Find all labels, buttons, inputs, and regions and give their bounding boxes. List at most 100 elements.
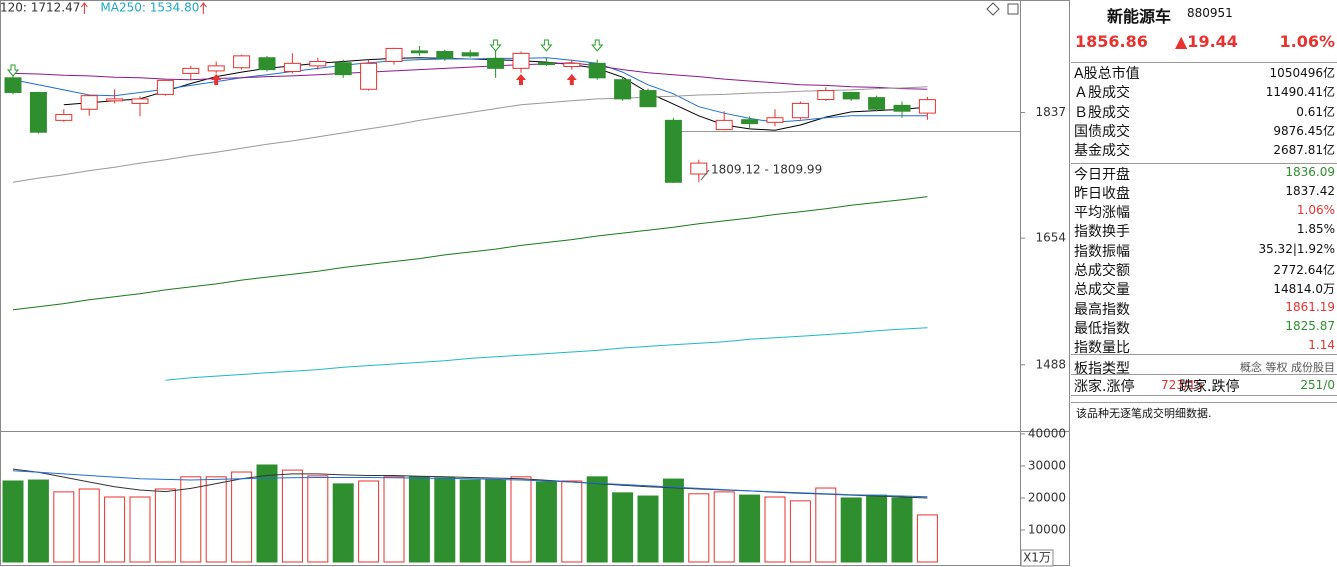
- volume-bar: [383, 476, 405, 563]
- row-label: Ａ股成交: [1074, 85, 1130, 102]
- row-label: 指数振幅: [1074, 243, 1130, 260]
- candle-body: [156, 79, 174, 95]
- legend-entry: MA250: 1534.80: [100, 1, 199, 15]
- volume-bar: [27, 479, 49, 563]
- info-panel: 新能源车 880951 1856.86 ▲19.44 1.06% A股总市值 1050496…: [1071, 0, 1337, 567]
- volume-bar: [485, 479, 507, 563]
- candle-body: [690, 162, 708, 175]
- volume-bar: [561, 480, 583, 563]
- icon[interactable]: [1007, 3, 1019, 15]
- chart: 1488 1654 1837 1809.12 - 1809.99 120: 1712.4…: [0, 0, 1070, 567]
- row-label: 指数换手: [1074, 224, 1130, 241]
- volume-bar: [332, 483, 354, 563]
- volume-bar: [739, 494, 761, 563]
- y-tick-label: 1837: [1035, 105, 1066, 119]
- volume-bar: [281, 469, 303, 563]
- unit-box: [1020, 549, 1054, 567]
- candle-body: [741, 119, 759, 125]
- volume-bar: [231, 471, 253, 563]
- volume-bar: [307, 475, 329, 563]
- candle-body: [106, 98, 124, 102]
- candle-body: [893, 104, 911, 112]
- y-tick-label: 30000: [1028, 458, 1066, 472]
- signal-arrow: [591, 39, 604, 52]
- signal-arrow: [566, 74, 577, 85]
- row-value: 35.32|1.92%: [1258, 241, 1335, 256]
- row-value: 1.14: [1308, 338, 1335, 353]
- row-label: 板指类型: [1074, 360, 1130, 377]
- breadth-value: 723/15: [1161, 378, 1204, 392]
- annotation: 1809.12 - 1809.99: [711, 163, 822, 177]
- candle-body: [461, 52, 479, 57]
- row-label: 指数量比: [1074, 340, 1130, 357]
- candle-body: [868, 97, 886, 110]
- row-value: 9876.45亿: [1273, 123, 1335, 138]
- volume-bar: [434, 477, 456, 563]
- row-label: 昨日收盘: [1074, 185, 1130, 202]
- unit-label: X1万: [1023, 551, 1051, 565]
- volume-bar: [916, 514, 938, 563]
- volume-bar: [53, 491, 75, 563]
- row-value: 2687.81亿: [1273, 143, 1335, 158]
- volume-bar: [358, 480, 380, 563]
- volume-bar: [129, 496, 151, 563]
- row-value: 1836.09: [1285, 164, 1335, 179]
- row-value: 概念 等权 成份股目: [1240, 360, 1335, 374]
- signal-arrow: [540, 39, 553, 52]
- row-label: Ｂ股成交: [1074, 104, 1130, 121]
- volume-bar: [840, 497, 862, 563]
- row-label: 国债成交: [1074, 123, 1130, 140]
- row-value: 11490.41亿: [1265, 85, 1335, 100]
- volume-bar: [586, 476, 608, 563]
- volume-bar: [764, 496, 786, 563]
- frame: [0, 0, 1070, 566]
- candle-body: [436, 51, 454, 59]
- candle-body: [410, 50, 428, 54]
- volume-bar: [180, 476, 202, 563]
- candle-body: [29, 91, 47, 133]
- ma-line: [12, 196, 928, 311]
- volume-bar: [154, 488, 176, 563]
- note: 该品种无逐笔成交明细数据.: [1076, 407, 1212, 420]
- candle-body: [131, 98, 149, 104]
- row-value: 1.85%: [1296, 222, 1335, 237]
- candle-body: [817, 90, 835, 101]
- volume-bar: [2, 480, 24, 563]
- candle-body: [588, 62, 606, 79]
- separator: [1071, 62, 1337, 63]
- y-tick-label: 40000: [1028, 426, 1066, 440]
- volume-bar: [408, 476, 430, 563]
- row-label: 平均涨幅: [1074, 205, 1130, 222]
- candle-body: [80, 95, 98, 110]
- candle-body: [842, 91, 860, 100]
- row-value: 1861.19: [1285, 299, 1335, 314]
- volume-bar: [256, 464, 278, 563]
- volume-bar: [205, 476, 227, 563]
- candle-body: [537, 62, 555, 66]
- row-value: 1050496亿: [1269, 66, 1335, 80]
- icon[interactable]: [986, 2, 1000, 16]
- separator: [1071, 402, 1337, 403]
- volume-bar: [78, 488, 100, 563]
- candle-body: [334, 62, 352, 76]
- candle-body: [512, 52, 530, 69]
- row-value: 14814.0万: [1273, 282, 1335, 297]
- volume-bar: [612, 492, 634, 563]
- candle-body: [639, 90, 657, 108]
- volume-bar: [891, 497, 913, 563]
- candle-body: [283, 62, 301, 73]
- breadth-value: 251/0: [1300, 378, 1335, 392]
- breadth-label: 跌家.跌停: [1179, 379, 1240, 395]
- legend-entry: 120: 1712.47: [0, 1, 80, 15]
- candle-body: [563, 62, 581, 67]
- volume-ma-line: [12, 470, 928, 498]
- price: 1856.86: [1075, 32, 1148, 51]
- y-tick-label: 1654: [1035, 231, 1066, 245]
- breadth-label: 涨家.涨停: [1074, 379, 1135, 395]
- annotation-leader: [700, 169, 710, 181]
- change-pct: 1.06%: [1279, 32, 1335, 51]
- row-label: 最低指数: [1074, 320, 1130, 337]
- separator: [1071, 374, 1337, 375]
- legend-arrow: [199, 2, 207, 14]
- volume-bar: [789, 500, 811, 563]
